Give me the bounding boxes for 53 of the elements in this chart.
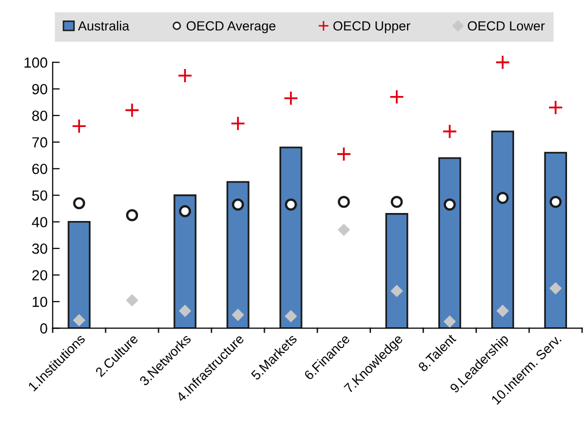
point — [284, 198, 297, 211]
point — [73, 197, 86, 210]
y-tick-label: 40 — [32, 216, 48, 228]
legend-label: OECD Average — [186, 21, 276, 34]
point — [72, 118, 87, 134]
point — [72, 314, 86, 326]
point — [548, 100, 564, 116]
point — [496, 192, 509, 204]
bar — [491, 130, 514, 328]
point — [338, 196, 350, 208]
y-tick-label: 10 — [32, 296, 48, 308]
point — [230, 116, 246, 131]
bar — [279, 146, 302, 328]
y-tick-label: 20 — [32, 270, 48, 280]
point — [178, 68, 192, 84]
point — [126, 209, 138, 222]
point — [284, 310, 298, 322]
y-tick-label: 70 — [32, 137, 48, 148]
bar — [385, 213, 408, 328]
bar — [174, 194, 196, 328]
bar — [68, 221, 91, 328]
point — [496, 304, 509, 318]
point — [283, 90, 298, 106]
bar — [226, 181, 250, 328]
point — [550, 196, 562, 208]
point — [444, 198, 456, 211]
y-tick-label: 0 — [40, 323, 48, 334]
point — [444, 315, 456, 328]
point — [336, 146, 352, 162]
legend-label: Australia — [78, 20, 130, 31]
point — [390, 196, 403, 208]
point — [124, 102, 140, 118]
point — [338, 224, 350, 236]
point — [442, 124, 458, 139]
y-tick-label: 50 — [32, 190, 48, 201]
y-tick-label: 100 — [24, 57, 48, 68]
bar — [438, 157, 462, 328]
point — [178, 304, 192, 318]
y-tick-label: 30 — [32, 244, 48, 254]
point — [126, 294, 138, 306]
point — [232, 308, 244, 322]
legend-label: OECD Upper — [333, 21, 410, 34]
point — [549, 282, 562, 295]
point — [390, 284, 403, 298]
point — [178, 205, 192, 218]
y-tick-label: 60 — [32, 164, 48, 174]
y-tick-label: 80 — [32, 110, 48, 121]
point — [495, 54, 510, 70]
bar — [544, 152, 568, 328]
point — [389, 89, 404, 104]
legend-label: OECD Lower — [468, 21, 545, 31]
y-tick-label: 90 — [32, 84, 48, 94]
point — [232, 198, 244, 211]
